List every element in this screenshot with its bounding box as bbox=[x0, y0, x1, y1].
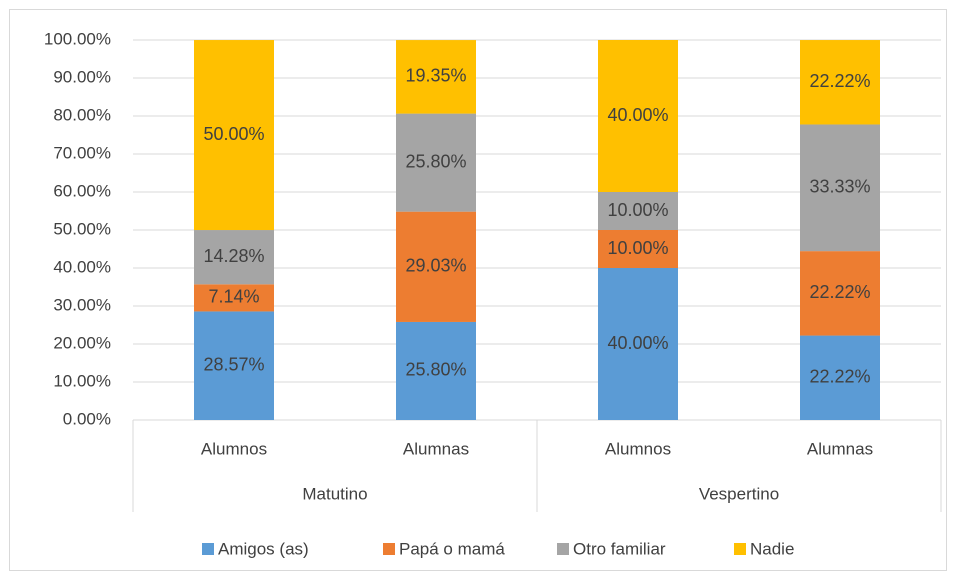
y-tick-label: 0.00% bbox=[63, 409, 111, 428]
bar-segment bbox=[598, 192, 678, 230]
y-tick-label: 40.00% bbox=[53, 257, 111, 276]
x-tick-label: Alumnas bbox=[807, 439, 873, 458]
legend-swatch bbox=[383, 543, 395, 555]
legend-label: Papá o mamá bbox=[399, 539, 505, 558]
bar-segment bbox=[800, 251, 880, 336]
bar-segment bbox=[396, 40, 476, 114]
legend-label: Otro familiar bbox=[573, 539, 666, 558]
legend-swatch bbox=[557, 543, 569, 555]
group-label: Matutino bbox=[302, 484, 367, 503]
bar-segment bbox=[396, 113, 476, 212]
y-tick-label: 70.00% bbox=[53, 143, 111, 162]
bar-segment bbox=[194, 230, 274, 285]
bar-segment bbox=[598, 230, 678, 268]
bar-segment bbox=[194, 311, 274, 420]
data-label: 40.00% bbox=[607, 333, 668, 353]
data-label: 22.22% bbox=[809, 282, 870, 302]
data-label: 22.22% bbox=[809, 367, 870, 387]
bar-segment bbox=[800, 124, 880, 252]
data-label: 50.00% bbox=[203, 124, 264, 144]
y-tick-label: 80.00% bbox=[53, 105, 111, 124]
x-tick-label: Alumnos bbox=[605, 439, 671, 458]
data-label: 22.22% bbox=[809, 71, 870, 91]
data-label: 10.00% bbox=[607, 200, 668, 220]
legend-swatch bbox=[734, 543, 746, 555]
data-label: 19.35% bbox=[405, 66, 466, 86]
data-label: 14.28% bbox=[203, 246, 264, 266]
bar-segment bbox=[194, 40, 274, 231]
bar-segment bbox=[396, 211, 476, 322]
data-label: 25.80% bbox=[405, 360, 466, 380]
bar-segment bbox=[194, 284, 274, 312]
data-label: 29.03% bbox=[405, 256, 466, 276]
y-tick-label: 60.00% bbox=[53, 181, 111, 200]
chart-border bbox=[9, 9, 947, 571]
data-label: 28.57% bbox=[203, 354, 264, 374]
y-tick-label: 50.00% bbox=[53, 219, 111, 238]
bar-segment bbox=[800, 335, 880, 420]
y-tick-label: 10.00% bbox=[53, 371, 111, 390]
data-label: 40.00% bbox=[607, 105, 668, 125]
y-tick-label: 100.00% bbox=[44, 29, 111, 48]
group-label: Vespertino bbox=[699, 484, 779, 503]
legend-label: Nadie bbox=[750, 539, 794, 558]
y-tick-label: 90.00% bbox=[53, 67, 111, 86]
data-label: 10.00% bbox=[607, 238, 668, 258]
legend-label: Amigos (as) bbox=[218, 539, 309, 558]
x-tick-label: Alumnas bbox=[403, 439, 469, 458]
y-tick-label: 30.00% bbox=[53, 295, 111, 314]
bar-segment bbox=[396, 321, 476, 420]
data-label: 7.14% bbox=[208, 287, 259, 307]
y-tick-label: 20.00% bbox=[53, 333, 111, 352]
data-label: 33.33% bbox=[809, 177, 870, 197]
bar-segment bbox=[800, 40, 880, 125]
legend-swatch bbox=[202, 543, 214, 555]
x-tick-label: Alumnos bbox=[201, 439, 267, 458]
bar-segment bbox=[598, 268, 678, 420]
bar-segment bbox=[598, 40, 678, 192]
data-label: 25.80% bbox=[405, 151, 466, 171]
